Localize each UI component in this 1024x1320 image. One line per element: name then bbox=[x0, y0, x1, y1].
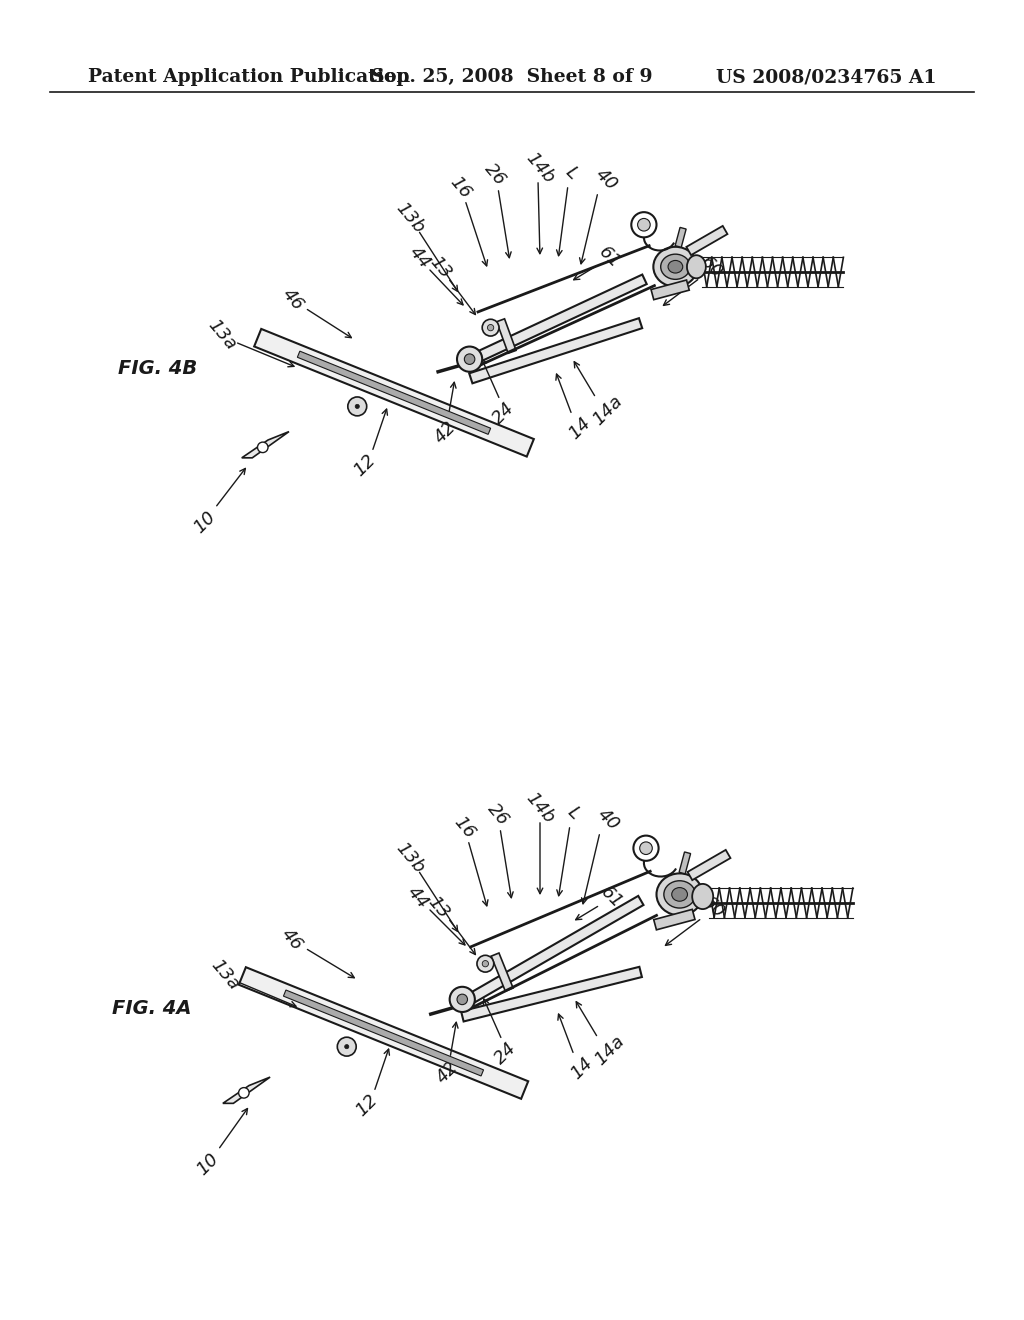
Ellipse shape bbox=[656, 874, 702, 915]
Circle shape bbox=[638, 218, 650, 231]
Text: 12: 12 bbox=[350, 450, 380, 479]
Circle shape bbox=[464, 354, 475, 364]
Circle shape bbox=[634, 836, 658, 861]
Text: 42: 42 bbox=[430, 417, 460, 446]
Polygon shape bbox=[651, 280, 689, 300]
Ellipse shape bbox=[653, 247, 697, 286]
Circle shape bbox=[482, 961, 488, 966]
Circle shape bbox=[632, 213, 656, 238]
Circle shape bbox=[348, 397, 367, 416]
Text: 44: 44 bbox=[403, 883, 432, 912]
Text: 26: 26 bbox=[483, 800, 512, 829]
Text: 13b: 13b bbox=[392, 199, 428, 238]
Circle shape bbox=[257, 442, 268, 453]
Text: 24: 24 bbox=[492, 1039, 520, 1068]
Text: 61: 61 bbox=[596, 243, 625, 272]
Circle shape bbox=[477, 956, 494, 972]
Text: 14a: 14a bbox=[590, 392, 627, 429]
Polygon shape bbox=[687, 850, 730, 880]
Text: 13: 13 bbox=[426, 253, 455, 282]
Text: 14: 14 bbox=[567, 1053, 597, 1082]
Text: 40: 40 bbox=[592, 165, 621, 194]
Circle shape bbox=[450, 987, 475, 1012]
Circle shape bbox=[355, 404, 359, 408]
Polygon shape bbox=[242, 432, 289, 458]
Text: 14a: 14a bbox=[592, 1032, 629, 1068]
Polygon shape bbox=[497, 319, 516, 354]
Text: 13a: 13a bbox=[204, 317, 240, 354]
Text: 14b: 14b bbox=[522, 789, 558, 826]
Text: 16: 16 bbox=[445, 173, 474, 202]
Polygon shape bbox=[686, 226, 727, 255]
Text: 10: 10 bbox=[190, 507, 219, 536]
Polygon shape bbox=[297, 351, 490, 434]
Circle shape bbox=[487, 325, 494, 331]
Ellipse shape bbox=[664, 880, 695, 908]
Polygon shape bbox=[675, 227, 686, 247]
Ellipse shape bbox=[672, 887, 687, 902]
Polygon shape bbox=[492, 953, 513, 991]
Ellipse shape bbox=[687, 255, 706, 279]
Circle shape bbox=[640, 842, 652, 854]
Text: Sep. 25, 2008  Sheet 8 of 9: Sep. 25, 2008 Sheet 8 of 9 bbox=[372, 69, 652, 86]
Text: 16: 16 bbox=[450, 813, 478, 842]
Circle shape bbox=[337, 1038, 356, 1056]
Text: 46: 46 bbox=[278, 925, 306, 954]
Text: FIG. 4B: FIG. 4B bbox=[118, 359, 198, 378]
Text: 13: 13 bbox=[424, 894, 453, 923]
Text: 12: 12 bbox=[352, 1090, 382, 1119]
Text: Patent Application Publication: Patent Application Publication bbox=[88, 69, 411, 86]
Text: 14: 14 bbox=[565, 413, 595, 442]
Polygon shape bbox=[254, 329, 534, 457]
Text: L: L bbox=[562, 164, 582, 183]
Text: 13b: 13b bbox=[392, 840, 428, 876]
Circle shape bbox=[345, 1044, 349, 1049]
Circle shape bbox=[457, 347, 482, 372]
Text: 42: 42 bbox=[432, 1057, 462, 1086]
Text: 10: 10 bbox=[194, 1150, 222, 1179]
Text: 61: 61 bbox=[598, 883, 627, 912]
Ellipse shape bbox=[668, 260, 683, 273]
Text: 60: 60 bbox=[699, 894, 728, 923]
Text: 60: 60 bbox=[697, 253, 726, 282]
Polygon shape bbox=[469, 318, 642, 383]
Ellipse shape bbox=[660, 255, 690, 280]
Circle shape bbox=[482, 319, 499, 337]
Circle shape bbox=[457, 994, 468, 1005]
Polygon shape bbox=[239, 968, 528, 1098]
Circle shape bbox=[239, 1088, 249, 1098]
Text: 46: 46 bbox=[279, 285, 307, 314]
Text: 14b: 14b bbox=[522, 149, 558, 187]
Text: FIG. 4A: FIG. 4A bbox=[112, 998, 191, 1018]
Text: US 2008/0234765 A1: US 2008/0234765 A1 bbox=[716, 69, 936, 86]
Polygon shape bbox=[653, 909, 695, 929]
Polygon shape bbox=[470, 896, 643, 1002]
Polygon shape bbox=[284, 990, 483, 1076]
Text: L: L bbox=[564, 803, 584, 822]
Text: 24: 24 bbox=[489, 399, 518, 428]
Text: 44: 44 bbox=[406, 243, 434, 273]
Polygon shape bbox=[679, 851, 690, 874]
Polygon shape bbox=[223, 1077, 270, 1104]
Text: 13a: 13a bbox=[207, 956, 243, 994]
Text: 26: 26 bbox=[480, 161, 509, 190]
Ellipse shape bbox=[692, 884, 713, 909]
Polygon shape bbox=[471, 275, 647, 364]
Polygon shape bbox=[461, 966, 642, 1022]
Text: 40: 40 bbox=[594, 805, 623, 834]
